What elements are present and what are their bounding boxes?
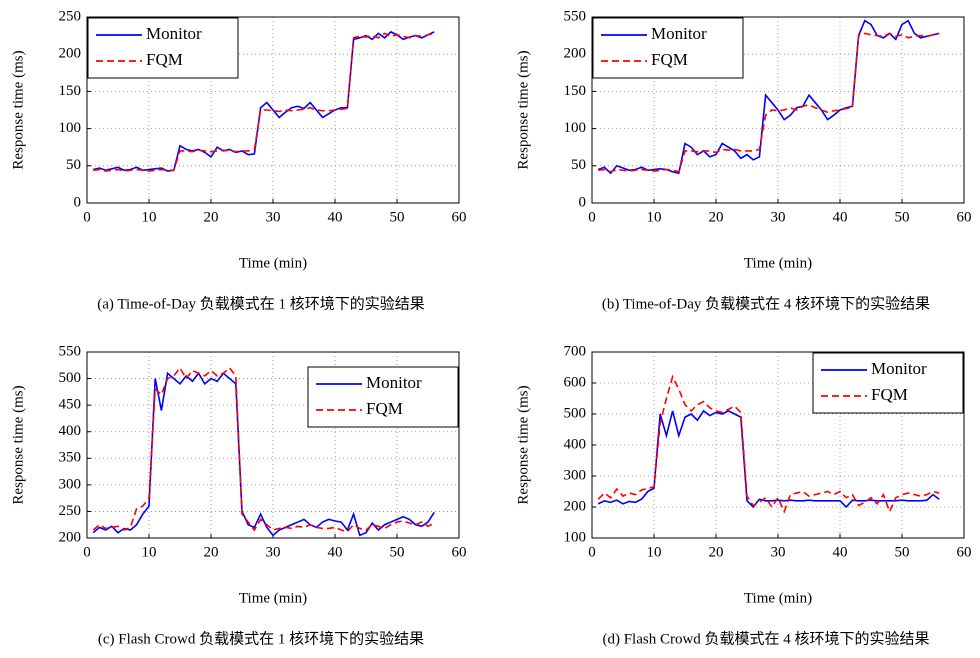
x-tick-label: 30 xyxy=(771,209,786,225)
axes-frame xyxy=(591,351,965,539)
x-tick-label: 60 xyxy=(452,544,467,560)
legend-label: FQM xyxy=(651,50,688,69)
x-tick-label: 10 xyxy=(142,544,157,560)
legend-label: Monitor xyxy=(651,24,707,43)
legend-label: Monitor xyxy=(366,373,422,392)
legend-label: FQM xyxy=(871,385,908,404)
x-axis-label: Time (min) xyxy=(239,590,307,606)
axes-frame xyxy=(86,351,460,539)
x-tick-label: 20 xyxy=(204,209,219,225)
y-tick-label: 400 xyxy=(564,436,587,452)
legend-label: FQM xyxy=(146,50,183,69)
y-tick-label: 550 xyxy=(59,343,82,359)
y-tick-label: 0 xyxy=(74,194,82,210)
y-tick-label: 200 xyxy=(59,529,82,545)
x-tick-label: 10 xyxy=(142,209,157,225)
y-tick-label: 250 xyxy=(59,8,82,24)
series-line xyxy=(597,19,940,175)
x-tick-label: 30 xyxy=(266,209,281,225)
x-tick-label: 20 xyxy=(204,544,219,560)
x-tick-label: 40 xyxy=(833,209,848,225)
x-tick-label: 50 xyxy=(895,544,910,560)
y-tick-label: 300 xyxy=(564,467,587,483)
y-tick-label: 100 xyxy=(564,529,587,545)
y-tick-label: 100 xyxy=(564,120,587,136)
y-tick-label: 550 xyxy=(564,8,587,24)
x-tick-label: 40 xyxy=(833,544,848,560)
x-tick-label: 0 xyxy=(83,544,91,560)
series-line xyxy=(598,32,940,173)
legend-label: Monitor xyxy=(871,359,927,378)
series-line xyxy=(93,32,435,172)
legend-label: FQM xyxy=(366,399,403,418)
y-axis-label: Response time (ms) xyxy=(515,385,531,504)
x-tick-label: 0 xyxy=(588,544,596,560)
caption: (a) Time-of-Day 负载模式在 1 核环境下的实验结果 xyxy=(97,294,424,312)
x-tick-label: 50 xyxy=(390,209,405,225)
x-axis-label: Time (min) xyxy=(744,255,812,271)
legend-label: Monitor xyxy=(146,24,202,43)
y-tick-label: 600 xyxy=(564,374,587,390)
y-tick-label: 300 xyxy=(59,476,82,492)
x-tick-label: 60 xyxy=(957,544,972,560)
y-tick-label: 100 xyxy=(59,120,82,136)
x-tick-label: 20 xyxy=(709,544,724,560)
series-line xyxy=(597,374,940,514)
x-tick-label: 30 xyxy=(266,544,281,560)
x-tick-label: 60 xyxy=(957,209,972,225)
x-tick-label: 10 xyxy=(647,209,662,225)
y-axis-label: Response time (ms) xyxy=(10,50,26,169)
x-tick-label: 30 xyxy=(771,544,786,560)
x-tick-label: 50 xyxy=(895,209,910,225)
y-tick-label: 50 xyxy=(66,157,81,173)
legend-box xyxy=(592,17,744,79)
x-tick-label: 50 xyxy=(390,544,405,560)
x-tick-label: 0 xyxy=(83,209,91,225)
y-tick-label: 350 xyxy=(59,450,82,466)
y-tick-label: 200 xyxy=(59,46,82,62)
y-tick-label: 700 xyxy=(564,343,587,359)
y-tick-label: 450 xyxy=(59,397,82,413)
y-tick-label: 500 xyxy=(564,405,587,421)
legend-box xyxy=(87,17,239,79)
x-tick-label: 40 xyxy=(328,544,343,560)
y-axis-label: Response time (ms) xyxy=(515,50,531,169)
x-axis-label: Time (min) xyxy=(744,590,812,606)
y-tick-label: 50 xyxy=(571,157,586,173)
y-tick-label: 200 xyxy=(564,46,587,62)
caption: (d) Flash Crowd 负载模式在 4 核环境下的实验结果 xyxy=(602,629,929,647)
caption: (c) Flash Crowd 负载模式在 1 核环境下的实验结果 xyxy=(98,629,424,647)
y-tick-label: 250 xyxy=(59,503,82,519)
series-line xyxy=(93,30,435,172)
x-axis-label: Time (min) xyxy=(239,255,307,271)
axes-frame xyxy=(591,16,965,204)
legend-box xyxy=(307,366,459,428)
y-tick-label: 150 xyxy=(59,83,82,99)
x-tick-label: 0 xyxy=(588,209,596,225)
caption: (b) Time-of-Day 负载模式在 4 核环境下的实验结果 xyxy=(602,294,930,312)
y-tick-label: 150 xyxy=(564,83,587,99)
y-tick-label: 400 xyxy=(59,423,82,439)
series-line xyxy=(92,366,435,533)
y-tick-label: 200 xyxy=(564,498,587,514)
x-tick-label: 20 xyxy=(709,209,724,225)
legend-box xyxy=(812,352,964,414)
y-tick-label: 0 xyxy=(579,194,587,210)
x-tick-label: 10 xyxy=(647,544,662,560)
y-axis-label: Response time (ms) xyxy=(10,385,26,504)
x-tick-label: 60 xyxy=(452,209,467,225)
x-tick-label: 40 xyxy=(328,209,343,225)
axes-frame xyxy=(86,16,460,204)
y-tick-label: 500 xyxy=(59,370,82,386)
